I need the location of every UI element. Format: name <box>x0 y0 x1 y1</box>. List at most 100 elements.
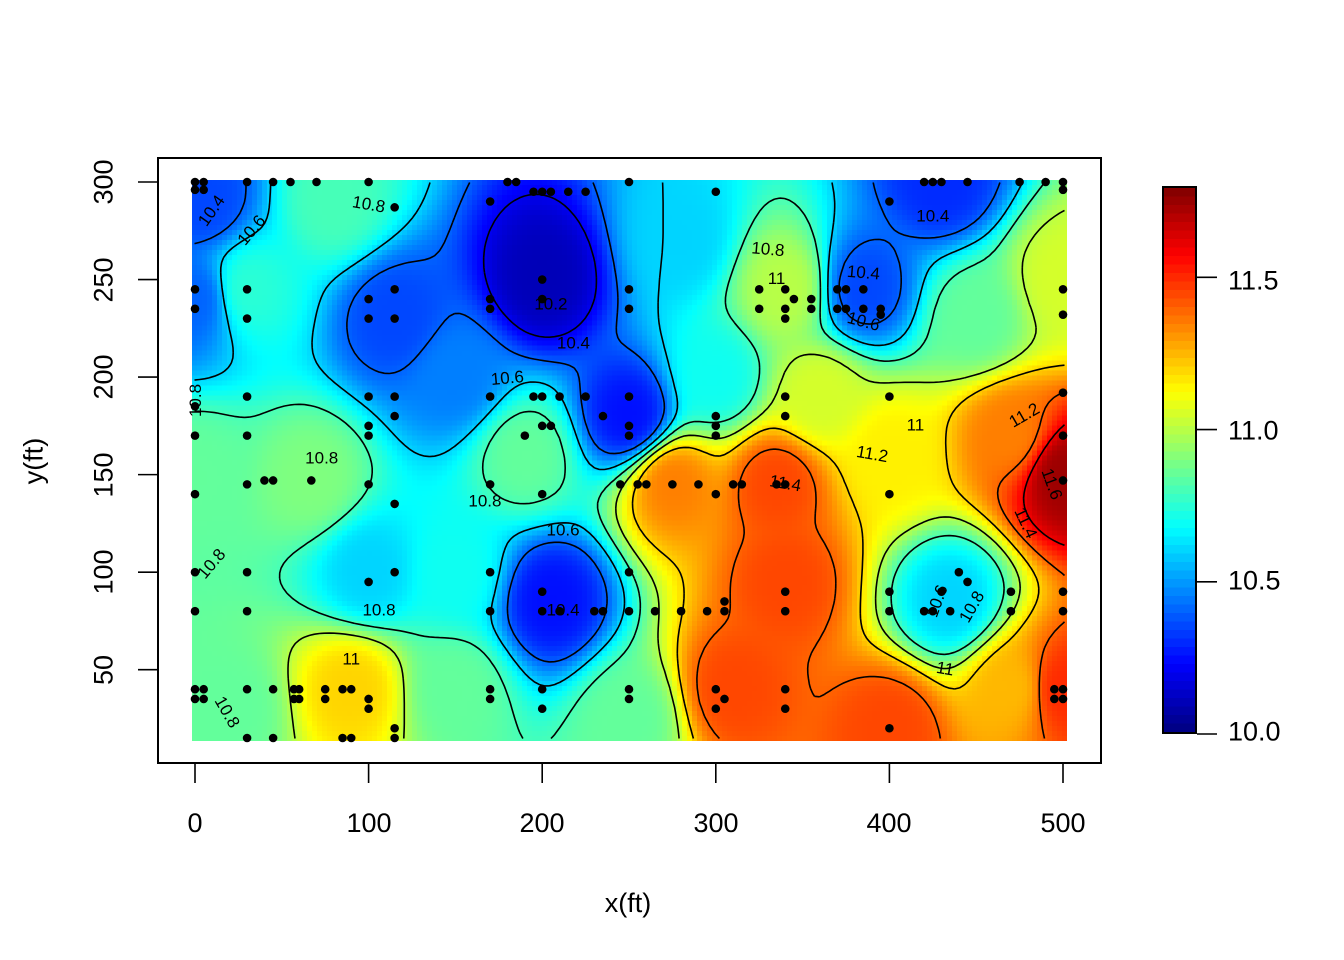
sample-point <box>754 284 764 294</box>
sample-point <box>503 177 512 187</box>
contour-label: 10.8 <box>362 601 395 620</box>
sample-point <box>364 694 373 704</box>
sample-point <box>780 587 790 596</box>
contour-label: 10.4 <box>194 192 229 230</box>
sample-point <box>199 684 208 694</box>
sample-point <box>390 314 399 323</box>
sample-point <box>885 587 894 596</box>
sample-point <box>1058 185 1068 195</box>
sample-point <box>1058 431 1068 440</box>
sample-point <box>1058 587 1068 596</box>
sample-point <box>537 704 547 714</box>
contour-label: 10.8 <box>351 192 387 216</box>
sample-point <box>537 275 547 284</box>
sample-point <box>485 294 495 304</box>
sample-point <box>294 694 304 704</box>
sample-point <box>242 177 252 187</box>
sample-point <box>728 480 738 489</box>
sample-point <box>242 314 252 323</box>
colorbar-ticks <box>1197 276 1217 735</box>
sample-point <box>242 684 252 694</box>
sample-point <box>841 304 851 314</box>
sample-point <box>320 684 330 694</box>
sample-point <box>1058 388 1068 397</box>
sample-point <box>268 733 278 743</box>
sample-point <box>737 480 747 489</box>
contour-label: 10.6 <box>546 521 579 540</box>
sample-point <box>555 606 564 616</box>
sample-point <box>190 185 200 195</box>
sample-point <box>190 684 200 694</box>
sample-point <box>485 684 495 694</box>
contour-11 <box>287 209 1065 739</box>
sample-point <box>338 684 347 694</box>
sample-point <box>485 694 495 704</box>
sample-point <box>242 606 252 616</box>
sample-point <box>364 392 373 401</box>
sample-point <box>598 411 608 421</box>
sample-point <box>919 177 929 187</box>
sample-point <box>624 392 634 401</box>
x-axis-label: x(ft) <box>604 888 652 918</box>
sample-point <box>511 177 521 187</box>
contour-label: 11.2 <box>1006 399 1043 431</box>
sample-point <box>589 606 599 616</box>
sample-point <box>780 684 790 694</box>
sample-point <box>720 597 729 606</box>
sample-point <box>199 185 208 195</box>
sample-point <box>364 704 373 714</box>
x-tick-100: 100 <box>346 808 392 838</box>
sample-point <box>624 567 634 577</box>
contour-label: 11 <box>907 415 925 434</box>
sample-point <box>485 567 495 577</box>
sample-point <box>1058 606 1068 616</box>
sample-point <box>546 421 556 431</box>
sample-point <box>806 304 816 314</box>
sample-point <box>720 606 729 616</box>
sample-point <box>1050 684 1059 694</box>
colorbar <box>1162 186 1197 734</box>
x-tick-400: 400 <box>866 808 912 838</box>
sample-point <box>190 606 200 616</box>
sample-point <box>616 480 625 489</box>
sample-point <box>190 489 200 499</box>
sample-point <box>555 392 564 401</box>
sample-point <box>537 684 547 694</box>
sample-point <box>650 606 660 616</box>
sample-point <box>364 421 373 431</box>
sample-point <box>1058 694 1068 704</box>
contour-label: 11 <box>768 269 786 288</box>
sample-point <box>529 187 538 197</box>
sample-point <box>833 304 842 314</box>
sample-point <box>268 684 278 694</box>
sample-point <box>364 577 373 587</box>
sample-point <box>780 704 790 714</box>
contour-label: 10.4 <box>557 333 590 352</box>
sample-point <box>1006 587 1016 596</box>
contour-label: 10.8 <box>468 491 501 510</box>
sample-point <box>780 314 790 323</box>
sample-point <box>242 567 252 577</box>
sample-point <box>624 284 634 294</box>
sample-point <box>711 489 721 499</box>
x-tick-0: 0 <box>187 808 203 838</box>
sample-point <box>780 411 790 421</box>
sample-point <box>390 203 399 212</box>
sample-point <box>780 304 790 314</box>
sample-point <box>624 684 634 694</box>
contour-label: 11 <box>935 658 956 680</box>
sample-point <box>520 431 530 440</box>
sample-point <box>694 480 703 489</box>
sample-point <box>390 733 399 743</box>
sample-point <box>954 567 964 577</box>
sample-point <box>624 304 634 314</box>
sample-point <box>537 187 547 197</box>
colorbar-tick-11-5: 11.5 <box>1228 265 1279 296</box>
contour-label: 10.8 <box>186 384 205 417</box>
sample-point <box>260 476 269 485</box>
sample-point <box>537 489 547 499</box>
sample-point <box>390 284 399 294</box>
sample-point <box>390 723 399 733</box>
contour-10-2 <box>482 193 598 338</box>
